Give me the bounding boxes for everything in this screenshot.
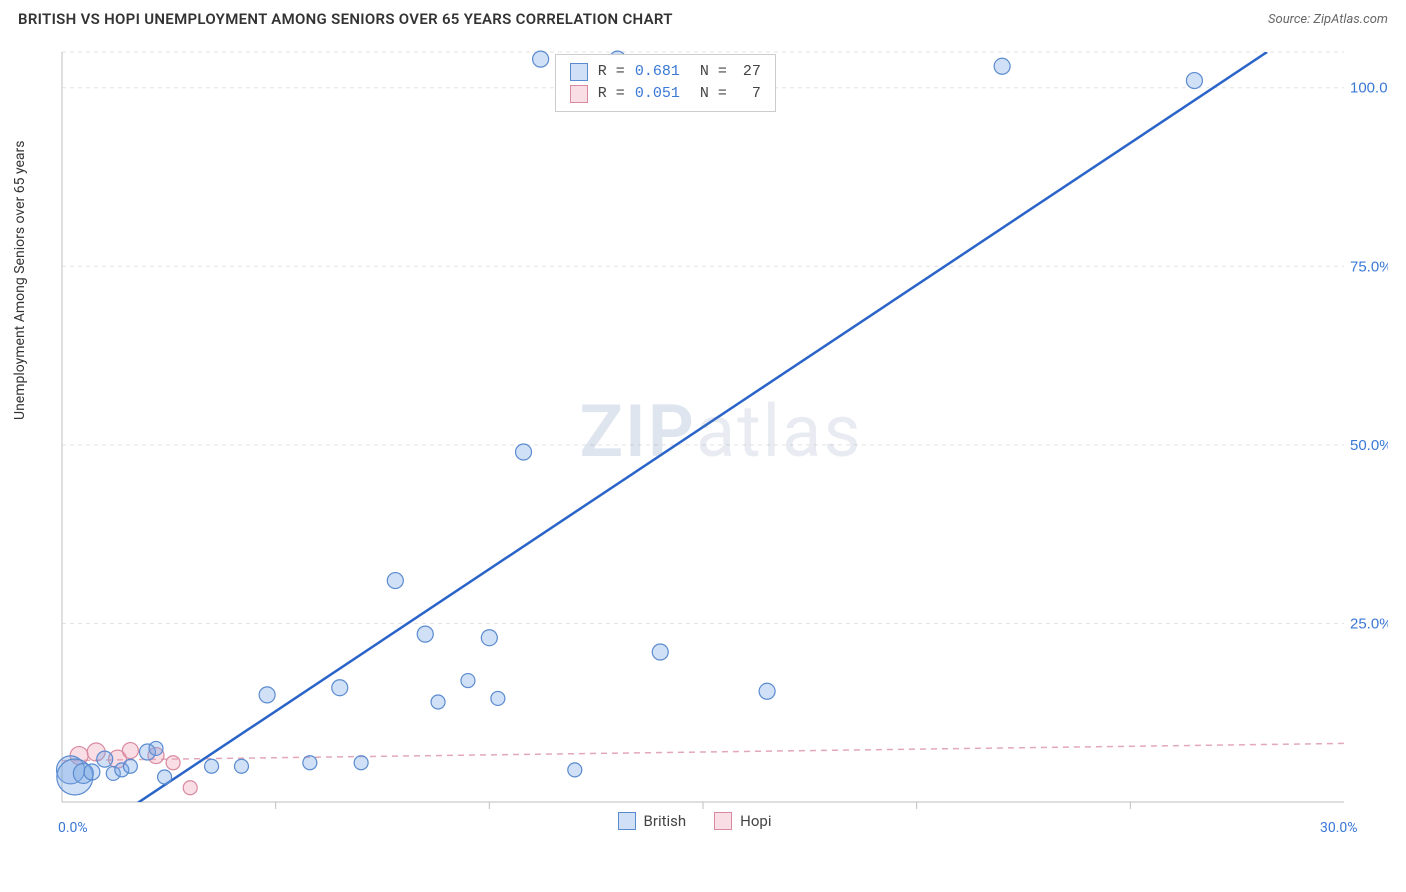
svg-text:100.0%: 100.0%: [1350, 80, 1388, 97]
r-label: R =: [598, 61, 625, 83]
series-legend: British Hopi: [618, 812, 772, 830]
svg-text:50.0%: 50.0%: [1350, 437, 1388, 454]
n-label: N =: [700, 61, 727, 83]
header: BRITISH VS HOPI UNEMPLOYMENT AMONG SENIO…: [0, 0, 1406, 34]
chart-title: BRITISH VS HOPI UNEMPLOYMENT AMONG SENIO…: [18, 10, 673, 28]
scatter-chart: 25.0% 50.0% 75.0% 100.0%: [54, 44, 1388, 836]
series-label: Hopi: [740, 812, 771, 830]
source-attribution: Source: ZipAtlas.com: [1268, 12, 1388, 27]
stats-legend-row: R = 0.051 N = 7: [570, 83, 761, 105]
swatch-icon: [570, 63, 588, 81]
x-origin-label: 0.0%: [58, 820, 88, 836]
stats-legend: R = 0.681 N = 27 R = 0.051 N = 7: [555, 54, 776, 112]
svg-text:25.0%: 25.0%: [1350, 615, 1388, 632]
swatch-icon: [618, 812, 636, 830]
n-value: 27: [737, 61, 761, 83]
r-value: 0.051: [635, 83, 680, 105]
series-legend-item: British: [618, 812, 687, 830]
stats-legend-row: R = 0.681 N = 27: [570, 61, 761, 83]
series-legend-item: Hopi: [714, 812, 771, 830]
r-value: 0.681: [635, 61, 680, 83]
plot-area: ZIPatlas 25.0%50.0%75.0%100.0% R =0.681N…: [54, 44, 1388, 836]
n-value: 7: [737, 83, 761, 105]
svg-text:75.0%: 75.0%: [1350, 258, 1388, 275]
swatch-icon: [570, 85, 588, 103]
swatch-icon: [714, 812, 732, 830]
r-label: R =: [598, 83, 625, 105]
n-label: N =: [700, 83, 727, 105]
x-max-label: 30.0%: [1320, 820, 1358, 836]
y-axis-label: Unemployment Among Seniors over 65 years: [12, 141, 28, 421]
series-label: British: [644, 812, 687, 830]
